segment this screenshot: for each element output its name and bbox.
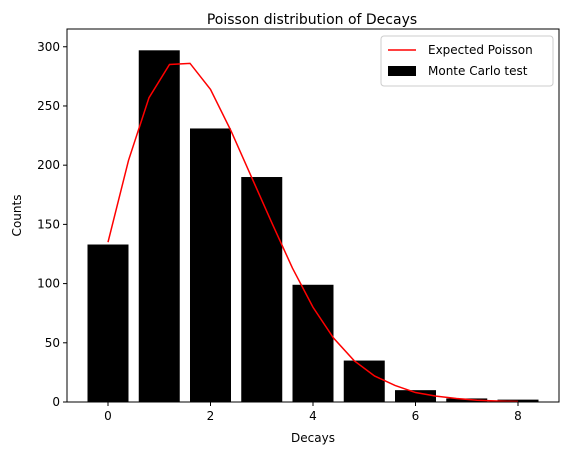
y-axis-ticks: 0 50 100 150 200 250 300 (37, 40, 67, 409)
bar-decays-1 (138, 50, 180, 403)
bars-layer (87, 50, 539, 403)
expected-poisson-line (107, 62, 519, 403)
x-axis-ticks: 0 2 4 6 8 (104, 402, 522, 423)
y-tick-label: 100 (37, 277, 60, 291)
line-layer (107, 62, 519, 403)
y-tick-label: 50 (45, 336, 60, 350)
y-tick-label: 150 (37, 217, 60, 231)
chart-title: Poisson distribution of Decays (207, 12, 417, 28)
legend-box (380, 35, 554, 87)
x-tick-label: 6 (412, 409, 420, 423)
x-tick-label: 8 (514, 409, 522, 423)
bar-decays-3 (241, 177, 283, 402)
bar-decays-2 (190, 128, 231, 402)
x-tick-label: 4 (309, 409, 317, 423)
y-tick-label: 0 (52, 395, 60, 409)
bar-decays-7 (446, 398, 488, 402)
x-tick-label: 0 (104, 409, 112, 423)
y-axis-label: Counts (10, 195, 24, 237)
bar-decays-4 (292, 284, 334, 402)
bar-decays-5 (343, 360, 385, 402)
y-tick-label: 200 (37, 158, 60, 172)
x-axis-label: Decays (291, 431, 335, 445)
legend-line-label: Expected Poisson (428, 43, 533, 57)
legend-bar-label: Monte Carlo test (428, 64, 528, 78)
y-tick-label: 300 (37, 40, 60, 54)
bar-decays-6 (395, 390, 436, 402)
bar-decays-0 (87, 244, 129, 402)
y-tick-label: 250 (37, 99, 60, 113)
legend: Expected Poisson Monte Carlo test (380, 35, 554, 87)
x-tick-label: 2 (207, 409, 215, 423)
legend-bar-swatch (388, 66, 416, 76)
